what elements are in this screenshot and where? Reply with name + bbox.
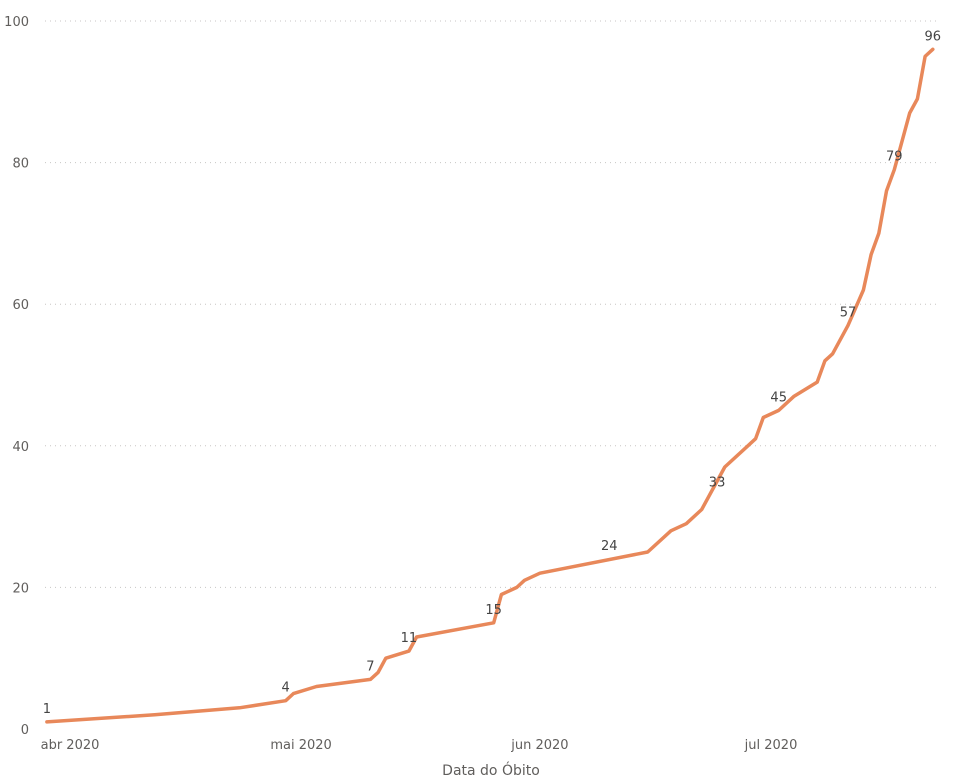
data-label: 79 bbox=[886, 150, 903, 165]
y-tick-label: 60 bbox=[12, 298, 29, 313]
x-tick-label: abr 2020 bbox=[41, 738, 100, 753]
y-axis-ticks: 0 20 40 60 80 100 bbox=[4, 15, 29, 738]
y-tick-label: 100 bbox=[4, 15, 29, 30]
x-axis-ticks: abr 2020 mai 2020 jun 2020 jul 2020 bbox=[41, 738, 798, 753]
data-label: 57 bbox=[840, 305, 857, 320]
series-line bbox=[45, 47, 935, 724]
x-tick-label: jun 2020 bbox=[510, 738, 568, 753]
data-label: 24 bbox=[601, 539, 618, 554]
y-tick-label: 0 bbox=[21, 723, 29, 738]
y-tick-label: 20 bbox=[12, 581, 29, 596]
data-labels: 1 4 7 11 15 24 33 45 57 79 96 bbox=[43, 29, 941, 717]
gridlines bbox=[45, 20, 940, 588]
data-label: 4 bbox=[282, 681, 290, 696]
x-tick-label: jul 2020 bbox=[744, 738, 798, 753]
x-tick-label: mai 2020 bbox=[270, 738, 331, 753]
y-tick-label: 40 bbox=[12, 440, 29, 455]
series bbox=[45, 47, 935, 724]
x-axis-title: Data do Óbito bbox=[442, 761, 540, 779]
data-label: 1 bbox=[43, 702, 51, 717]
data-label: 11 bbox=[401, 631, 418, 646]
data-label: 45 bbox=[770, 390, 787, 405]
data-label: 15 bbox=[485, 603, 502, 618]
data-label: 7 bbox=[366, 659, 374, 674]
y-tick-label: 80 bbox=[12, 157, 29, 172]
data-label: 33 bbox=[709, 475, 726, 490]
data-label: 96 bbox=[924, 29, 941, 44]
